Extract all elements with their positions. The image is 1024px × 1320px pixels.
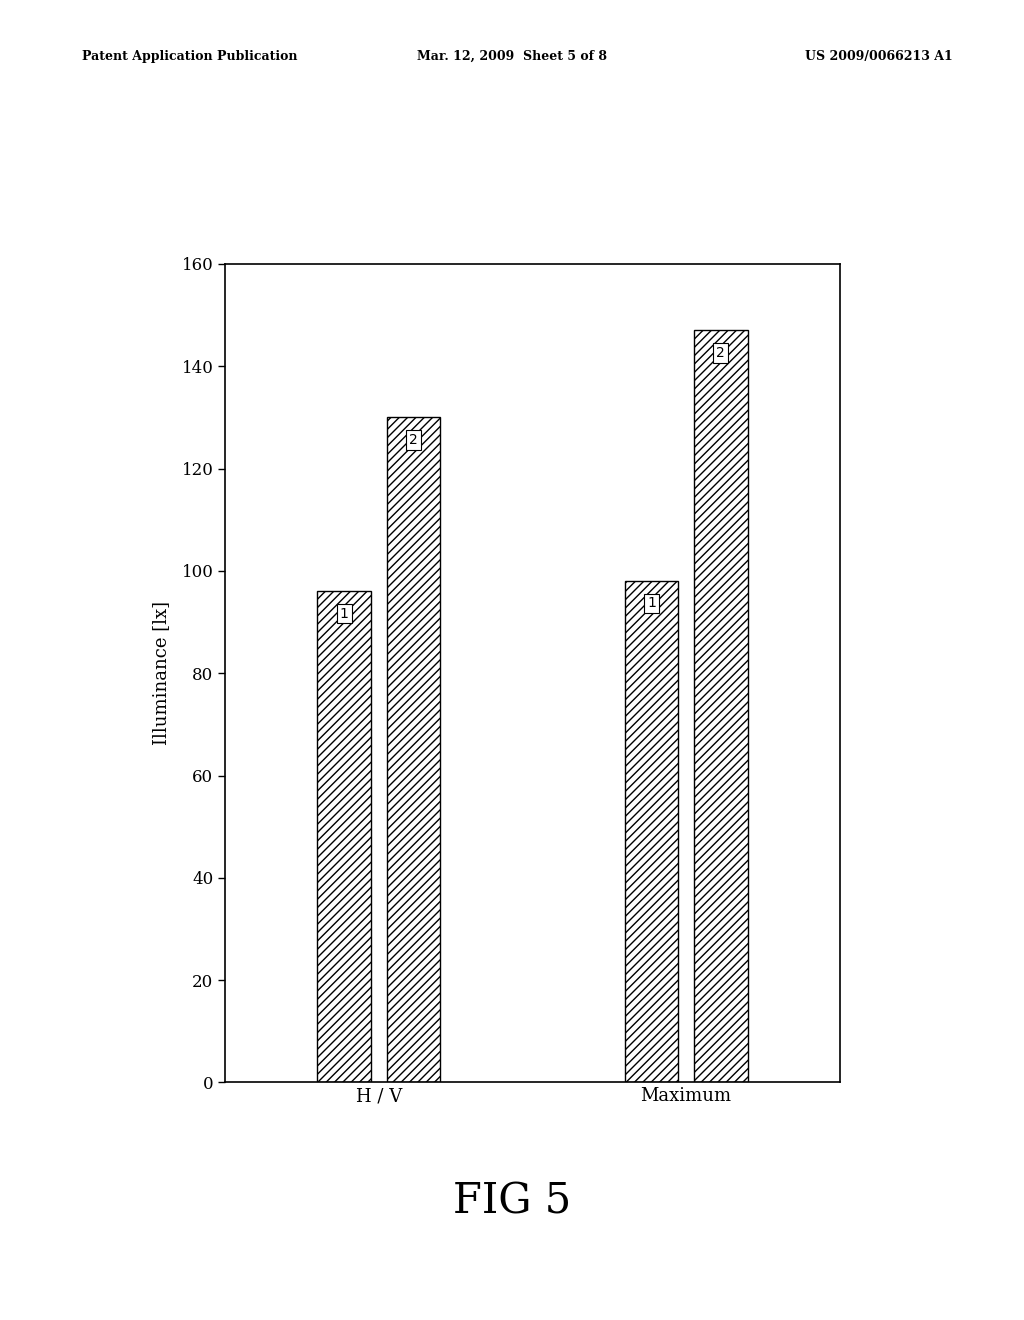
Text: 2: 2 (716, 346, 725, 360)
Bar (386, 417, 440, 1082)
Bar (317, 591, 372, 1082)
Text: FIG 5: FIG 5 (453, 1180, 571, 1222)
Bar (694, 330, 748, 1082)
Text: 1: 1 (647, 597, 656, 610)
Text: 1: 1 (340, 607, 349, 620)
Text: 2: 2 (409, 433, 418, 446)
Text: Mar. 12, 2009  Sheet 5 of 8: Mar. 12, 2009 Sheet 5 of 8 (417, 50, 607, 63)
Text: US 2009/0066213 A1: US 2009/0066213 A1 (805, 50, 952, 63)
Y-axis label: Illuminance [lx]: Illuminance [lx] (153, 601, 170, 746)
Text: Patent Application Publication: Patent Application Publication (82, 50, 297, 63)
Bar (625, 581, 678, 1082)
